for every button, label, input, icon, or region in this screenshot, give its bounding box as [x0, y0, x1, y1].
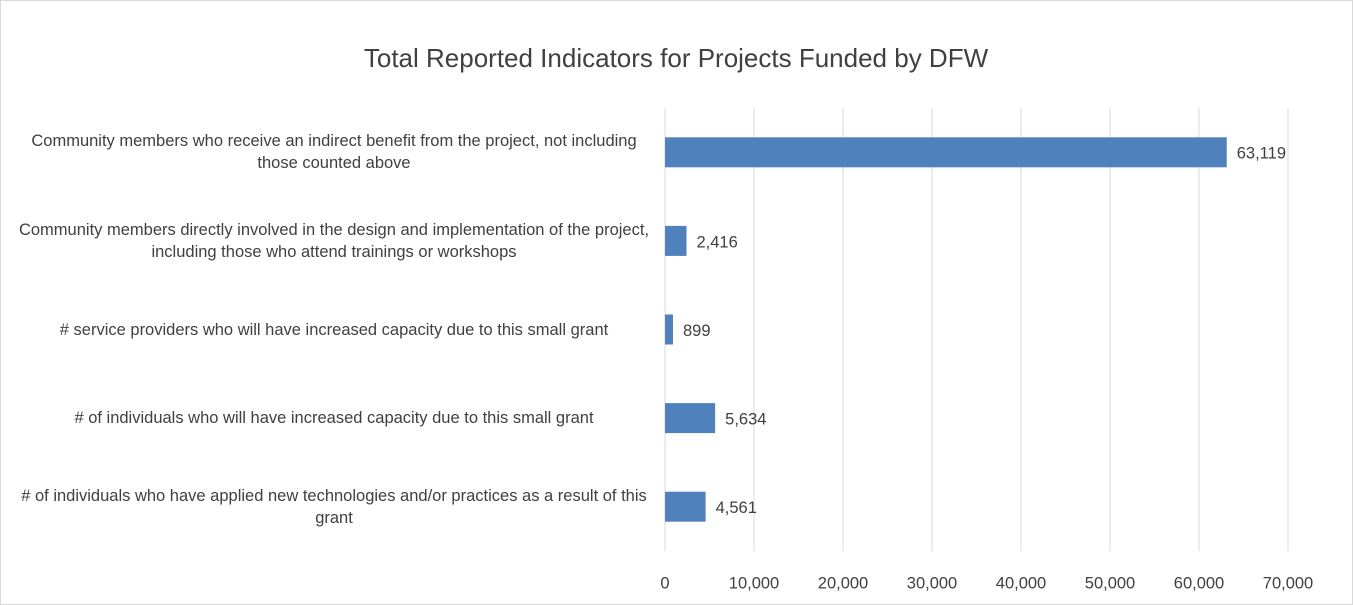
x-tick-label: 70,000: [1263, 574, 1313, 592]
value-label: 63,119: [1237, 145, 1286, 163]
x-tick-label: 0: [660, 574, 669, 592]
bar: [665, 403, 716, 434]
y-tick-label: # service providers who will have increa…: [59, 320, 609, 339]
value-label: 5,634: [725, 410, 766, 428]
y-tick-label: # of individuals who have applied new te…: [21, 486, 647, 527]
y-tick-label: Community members directly involved in t…: [18, 220, 650, 261]
y-tick-label: # of individuals who will have increased…: [74, 409, 594, 428]
bar: [665, 225, 687, 256]
x-tick-label: 40,000: [996, 574, 1046, 592]
chart-title: Total Reported Indicators for Projects F…: [364, 43, 989, 73]
x-tick-label: 30,000: [907, 574, 957, 592]
x-tick-label: 60,000: [1174, 574, 1224, 592]
value-label: 4,561: [716, 499, 757, 517]
bar: [665, 314, 674, 345]
x-tick-label: 20,000: [818, 574, 868, 592]
x-tick-label: 50,000: [1085, 574, 1135, 592]
bar: [665, 491, 706, 522]
value-label: 899: [683, 322, 711, 340]
bar: [665, 137, 1227, 168]
x-tick-label: 10,000: [729, 574, 779, 592]
value-label: 2,416: [697, 233, 738, 251]
y-tick-label: Community members who receive an indirec…: [31, 132, 637, 173]
